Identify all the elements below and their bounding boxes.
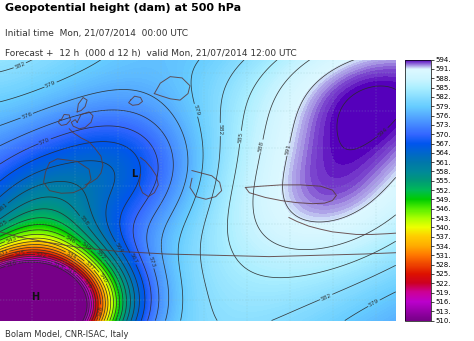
Text: 549: 549 xyxy=(80,241,91,252)
Text: 516: 516 xyxy=(65,266,77,276)
Text: 588: 588 xyxy=(258,140,265,152)
Text: 561: 561 xyxy=(0,202,9,212)
Text: 579: 579 xyxy=(192,104,200,116)
Text: 573: 573 xyxy=(148,256,156,268)
Text: 564: 564 xyxy=(114,241,124,254)
Text: 585: 585 xyxy=(237,131,244,143)
Text: 543: 543 xyxy=(5,235,17,243)
Text: 531: 531 xyxy=(0,249,9,257)
Text: 555: 555 xyxy=(0,219,9,229)
Text: 576: 576 xyxy=(21,112,33,120)
Text: 546: 546 xyxy=(64,235,76,245)
Text: 582: 582 xyxy=(320,293,332,301)
Text: Initial time  Mon, 21/07/2014  00:00 UTC: Initial time Mon, 21/07/2014 00:00 UTC xyxy=(5,29,188,38)
Text: 519: 519 xyxy=(82,278,92,290)
Text: 510: 510 xyxy=(6,261,18,268)
Text: 537: 537 xyxy=(83,260,95,271)
Text: Geopotential height (dam) at 500 hPa: Geopotential height (dam) at 500 hPa xyxy=(5,3,241,13)
Text: 579: 579 xyxy=(368,298,380,308)
Text: H: H xyxy=(32,292,40,302)
Text: 528: 528 xyxy=(96,305,103,317)
Text: 540: 540 xyxy=(98,272,108,284)
Text: Forecast +  12 h  (000 d 12 h)  valid Mon, 21/07/2014 12:00 UTC: Forecast + 12 h (000 d 12 h) valid Mon, … xyxy=(5,49,296,58)
Text: 579: 579 xyxy=(45,80,57,89)
Text: 567: 567 xyxy=(128,253,137,265)
Text: 552: 552 xyxy=(94,249,106,261)
Text: 525: 525 xyxy=(14,250,26,257)
Text: 522: 522 xyxy=(36,252,47,258)
Text: 582: 582 xyxy=(218,124,223,135)
Text: 534: 534 xyxy=(65,250,78,260)
Text: 513: 513 xyxy=(53,261,64,270)
Text: 558: 558 xyxy=(78,215,89,227)
Text: 582: 582 xyxy=(14,61,26,70)
Text: 594: 594 xyxy=(377,127,389,138)
Text: 591: 591 xyxy=(285,144,292,155)
Text: 570: 570 xyxy=(38,137,51,146)
Text: Bolam Model, CNR-ISAC, Italy: Bolam Model, CNR-ISAC, Italy xyxy=(5,330,128,339)
Text: L: L xyxy=(131,169,137,179)
